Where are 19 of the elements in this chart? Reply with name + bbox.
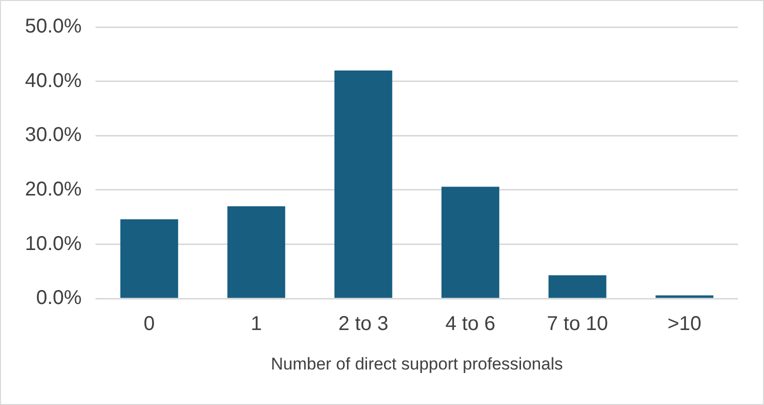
bar (441, 186, 500, 298)
x-tick-label: 2 to 3 (338, 313, 388, 336)
x-tick-label: 7 to 10 (546, 313, 608, 336)
x-axis-title: Number of direct support professionals (270, 354, 563, 374)
x-tick-label: 4 to 6 (445, 313, 496, 336)
bar (120, 219, 178, 298)
bar (656, 295, 714, 298)
y-tick-label: 10.0% (24, 232, 82, 255)
y-tick-label: 40.0% (24, 70, 82, 92)
bar (334, 70, 392, 298)
bar (227, 206, 286, 298)
x-tick-label: 1 (250, 313, 262, 336)
x-tick-label: 0 (144, 313, 155, 336)
y-tick-label: 20.0% (24, 178, 82, 200)
y-tick-label: 0.0% (36, 287, 82, 310)
bar (548, 275, 606, 298)
y-tick-label: 50.0% (24, 16, 82, 38)
x-tick-label: >10 (668, 313, 702, 336)
y-tick-label: 30.0% (24, 124, 82, 146)
